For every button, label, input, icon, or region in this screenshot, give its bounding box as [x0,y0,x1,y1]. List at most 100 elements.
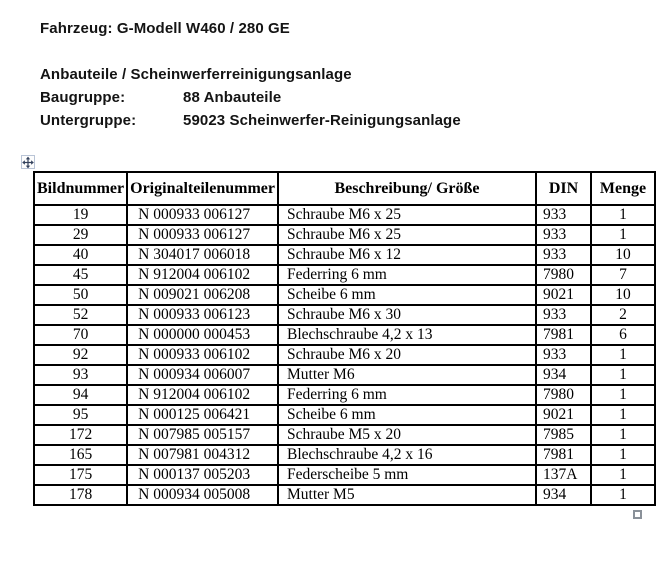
cell-beschreibung: Schraube M6 x 20 [276,344,537,366]
cell-menge: 1 [589,444,656,466]
cell-din: 7980 [534,264,592,286]
table-row: 40 N 304017 006018 Schraube M6 x 12 933 10 [32,244,656,266]
cell-bildnummer: 93 [32,364,129,386]
table-row: 19 N 000933 006127 Schraube M6 x 25 933 1 [32,204,656,226]
cell-bildnummer: 95 [32,404,129,426]
column-header-bildnummer: Bildnummer [32,171,129,206]
cell-beschreibung: Scheibe 6 mm [276,404,537,426]
vehicle-title: Fahrzeug: G-Modell W460 / 280 GE [40,20,290,37]
table-row: 52 N 000933 006123 Schraube M6 x 30 933 2 [32,304,656,326]
cell-din: 9021 [534,284,592,306]
cell-teilenummer: N 000933 006123 [126,304,279,326]
table-move-handle[interactable] [21,155,35,169]
cell-menge: 7 [589,264,656,286]
parts-table: Bildnummer Originalteilenummer Beschreib… [32,171,656,506]
cell-menge: 1 [589,204,656,226]
cell-din: 7981 [534,324,592,346]
cell-beschreibung: Schraube M6 x 25 [276,224,537,246]
cell-teilenummer: N 000000 000453 [126,324,279,346]
cell-beschreibung: Schraube M5 x 20 [276,424,537,446]
cell-din: 933 [534,224,592,246]
cell-din: 7985 [534,424,592,446]
cell-bildnummer: 52 [32,304,129,326]
cell-teilenummer: N 000933 006127 [126,224,279,246]
cell-menge: 1 [589,344,656,366]
cell-menge: 10 [589,284,656,306]
cell-bildnummer: 29 [32,224,129,246]
table-row: 50 N 009021 006208 Scheibe 6 mm 9021 10 [32,284,656,306]
baugruppe-label: Baugruppe: [40,89,126,106]
cell-bildnummer: 40 [32,244,129,266]
table-row: 95 N 000125 006421 Scheibe 6 mm 9021 1 [32,404,656,426]
cell-menge: 1 [589,364,656,386]
cell-teilenummer: N 000933 006102 [126,344,279,366]
cell-bildnummer: 19 [32,204,129,226]
cell-menge: 1 [589,224,656,246]
cell-din: 137A [534,464,592,486]
table-row: 175 N 000137 005203 Federscheibe 5 mm 137A 1 [32,464,656,486]
cell-beschreibung: Federring 6 mm [276,264,537,286]
cell-menge: 1 [589,424,656,446]
cell-bildnummer: 94 [32,384,129,406]
cell-teilenummer: N 007981 004312 [126,444,279,466]
table-header-row: Bildnummer Originalteilenummer Beschreib… [32,171,656,206]
cell-beschreibung: Schraube M6 x 12 [276,244,537,266]
cell-teilenummer: N 912004 006102 [126,384,279,406]
cell-teilenummer: N 912004 006102 [126,264,279,286]
cell-teilenummer: N 000934 006007 [126,364,279,386]
cell-din: 933 [534,244,592,266]
cell-beschreibung: Blechschraube 4,2 x 13 [276,324,537,346]
cell-menge: 1 [589,484,656,506]
cell-din: 933 [534,304,592,326]
column-header-beschreibung: Beschreibung/ Größe [276,171,537,206]
cell-din: 934 [534,484,592,506]
untergruppe-label: Untergruppe: [40,112,137,129]
cell-bildnummer: 45 [32,264,129,286]
cell-bildnummer: 178 [32,484,129,506]
cell-teilenummer: N 007985 005157 [126,424,279,446]
cell-beschreibung: Blechschraube 4,2 x 16 [276,444,537,466]
cell-bildnummer: 92 [32,344,129,366]
cell-menge: 2 [589,304,656,326]
untergruppe-value: 59023 Scheinwerfer-Reinigungsanlage [183,112,461,129]
cell-menge: 6 [589,324,656,346]
table-row: 29 N 000933 006127 Schraube M6 x 25 933 1 [32,224,656,246]
cell-teilenummer: N 304017 006018 [126,244,279,266]
untergruppe-line: Untergruppe: 59023 Scheinwerfer-Reinigung… [40,112,461,129]
cell-beschreibung: Federscheibe 5 mm [276,464,537,486]
table-row: 92 N 000933 006102 Schraube M6 x 20 933 1 [32,344,656,366]
cell-beschreibung: Scheibe 6 mm [276,284,537,306]
cell-menge: 1 [589,464,656,486]
table-row: 45 N 912004 006102 Federring 6 mm 7980 7 [32,264,656,286]
move-icon [22,156,34,168]
table-row: 178 N 000934 005008 Mutter M5 934 1 [32,484,656,506]
cell-teilenummer: N 000137 005203 [126,464,279,486]
cell-bildnummer: 165 [32,444,129,466]
cell-menge: 10 [589,244,656,266]
cell-din: 934 [534,364,592,386]
cell-menge: 1 [589,384,656,406]
column-header-din: DIN [534,171,592,206]
cell-bildnummer: 50 [32,284,129,306]
baugruppe-line: Baugruppe: 88 Anbauteile [40,89,281,106]
table-header: Bildnummer Originalteilenummer Beschreib… [32,171,656,206]
cell-din: 933 [534,204,592,226]
cell-din: 9021 [534,404,592,426]
table-row: 70 N 000000 000453 Blechschraube 4,2 x 13 7… [32,324,656,346]
cell-teilenummer: N 009021 006208 [126,284,279,306]
cell-beschreibung: Schraube M6 x 25 [276,204,537,226]
parts-table-body: 19 N 000933 006127 Schraube M6 x 25 933 1 29 N… [32,204,656,506]
cell-bildnummer: 175 [32,464,129,486]
cell-bildnummer: 70 [32,324,129,346]
cell-teilenummer: N 000934 005008 [126,484,279,506]
cell-bildnummer: 172 [32,424,129,446]
column-header-teilenummer: Originalteilenummer [126,171,279,206]
table-resize-handle[interactable] [633,510,642,519]
section-title: Anbauteile / Scheinwerferreinigungsanlag… [40,66,352,83]
cell-teilenummer: N 000125 006421 [126,404,279,426]
cell-din: 7980 [534,384,592,406]
table-row: 172 N 007985 005157 Schraube M5 x 20 7985 1 [32,424,656,446]
cell-menge: 1 [589,404,656,426]
cell-din: 933 [534,344,592,366]
